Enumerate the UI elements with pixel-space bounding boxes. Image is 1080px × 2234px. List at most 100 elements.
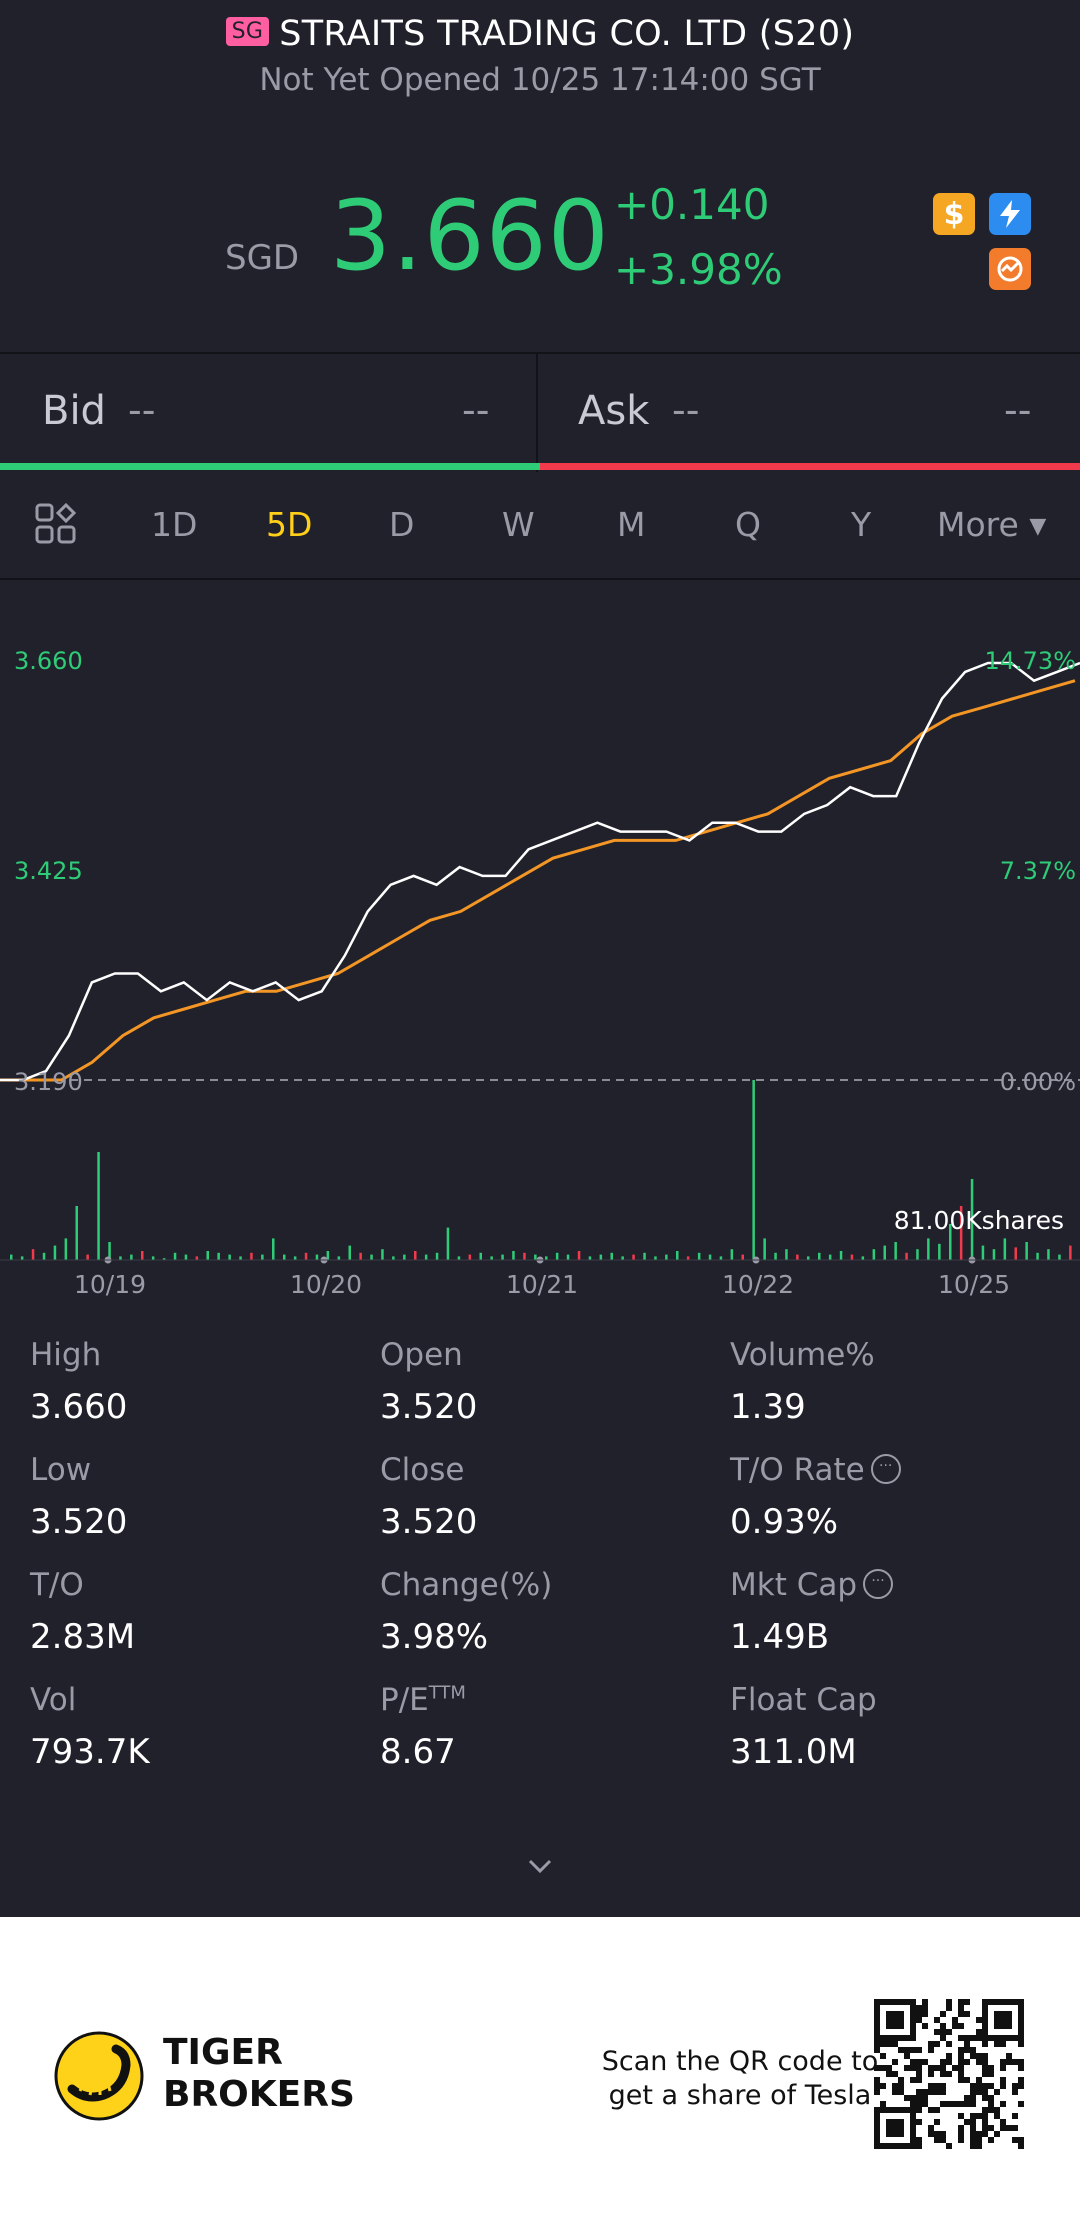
volume-bar — [730, 1249, 734, 1260]
volume-bar — [1047, 1249, 1050, 1260]
stat-label-low: Low — [30, 1452, 92, 1488]
dollar-icon[interactable]: $ — [933, 193, 975, 235]
volume-bar — [20, 1256, 24, 1260]
volume-bar — [741, 1254, 744, 1260]
volume-bar — [293, 1256, 297, 1260]
last-price: 3.660 — [330, 180, 610, 292]
bid-volume-bar — [0, 463, 540, 470]
volume-bar — [894, 1242, 897, 1260]
volume-bar — [173, 1252, 177, 1260]
info-icon[interactable]: ··· — [870, 1453, 901, 1484]
volume-bar — [785, 1249, 788, 1260]
volume-bar — [86, 1254, 89, 1260]
volume-bar — [1003, 1238, 1007, 1260]
volume-bar — [763, 1238, 766, 1260]
volume-bar — [381, 1249, 384, 1260]
stat-value-float-cap: 311.0M — [730, 1732, 857, 1772]
x-axis-label: 10/21 — [506, 1270, 579, 1299]
tab-day[interactable]: D — [389, 505, 415, 544]
stat-label-turnover-rate-text: T/O Rate — [730, 1452, 865, 1488]
volume-bar — [468, 1254, 472, 1260]
average-price-line — [0, 679, 1076, 1082]
volume-bar — [916, 1249, 919, 1260]
tab-more[interactable]: More ▼ — [937, 505, 1046, 544]
volume-bar — [686, 1256, 690, 1260]
volume-bar — [326, 1251, 330, 1260]
share-footer: TIGER BROKERS Scan the QR code to get a … — [0, 1917, 1080, 2234]
layout-grid-icon[interactable] — [34, 502, 78, 550]
intraday-chart[interactable]: 3.660 3.425 3.190 14.73% 7.37% 0.00% 81.… — [0, 580, 1080, 1310]
volume-bar — [64, 1238, 68, 1260]
volume-bar — [42, 1252, 46, 1260]
stat-value-open: 3.520 — [380, 1387, 478, 1427]
volume-bar — [315, 1254, 319, 1260]
volume-bar — [97, 1152, 100, 1260]
volume-bar — [392, 1256, 395, 1260]
y-axis-label-low: 3.190 — [14, 1068, 83, 1096]
bid-ask-divider — [536, 354, 538, 472]
stat-value-volume-pct: 1.39 — [730, 1387, 806, 1427]
market-badge: SG — [225, 16, 270, 46]
stat-value-high: 3.660 — [30, 1387, 128, 1427]
volume-bar — [621, 1256, 624, 1260]
currency-label: SGD — [225, 238, 300, 278]
volume-bar — [949, 1224, 952, 1260]
volume-bar — [512, 1251, 515, 1260]
volume-bar — [119, 1256, 122, 1260]
volume-bar — [1025, 1242, 1028, 1260]
volume-bar — [217, 1252, 220, 1260]
tab-week[interactable]: W — [502, 505, 535, 544]
tab-month[interactable]: M — [617, 505, 646, 544]
price-line — [0, 661, 1080, 1082]
volume-bar — [1069, 1245, 1072, 1260]
volume-bar — [403, 1254, 406, 1260]
volume-bar — [588, 1256, 592, 1260]
y-axis-label-mid: 3.425 — [14, 857, 83, 885]
scan-line-2: get a share of Tesla — [608, 2080, 872, 2111]
volume-bar — [348, 1245, 351, 1260]
volume-bar — [610, 1252, 613, 1260]
y-axis-pct-high: 14.73% — [984, 647, 1076, 675]
tab-year[interactable]: Y — [851, 505, 872, 544]
period-tabs: 1D 5D D W M Q Y More ▼ — [0, 470, 1080, 580]
bid-size: -- — [462, 388, 490, 432]
volume-bar — [250, 1252, 253, 1260]
volume-bar — [676, 1251, 679, 1260]
volume-bar — [424, 1254, 428, 1260]
x-axis-label: 10/19 — [74, 1270, 147, 1299]
volume-bar — [697, 1252, 701, 1260]
volume-bar — [141, 1251, 144, 1260]
tab-1d[interactable]: 1D — [151, 505, 198, 544]
stat-value-pe: 8.67 — [380, 1732, 456, 1772]
flash-icon[interactable] — [989, 193, 1031, 235]
volume-bar — [752, 1080, 755, 1260]
qr-code-icon — [874, 1999, 1024, 2149]
volume-bar — [261, 1254, 264, 1260]
volume-bar — [490, 1256, 493, 1260]
indicator-icon[interactable] — [989, 248, 1031, 290]
brand-line-2: BROKERS — [163, 2074, 355, 2115]
stat-label-pe-text: P/E — [380, 1682, 429, 1718]
tab-5d[interactable]: 5D — [266, 505, 313, 544]
volume-bar — [555, 1252, 559, 1260]
volume-bar — [970, 1179, 974, 1260]
volume-bar — [774, 1252, 777, 1260]
stat-label-pe: P/ETTM — [380, 1682, 466, 1718]
info-icon[interactable]: ··· — [863, 1568, 894, 1599]
expand-chevron-icon[interactable] — [526, 1852, 554, 1880]
stock-title-row: SG STRAITS TRADING CO. LTD (S20) — [0, 14, 1080, 54]
tab-quarter[interactable]: Q — [735, 505, 761, 544]
bid-label: Bid — [42, 388, 106, 434]
stat-value-low: 3.520 — [30, 1502, 128, 1542]
volume-bar — [828, 1254, 832, 1260]
volume-bar — [905, 1252, 908, 1260]
volume-bar — [435, 1252, 439, 1260]
volume-bar — [337, 1256, 341, 1260]
tiger-logo-icon — [54, 2031, 144, 2121]
volume-bar — [501, 1254, 504, 1260]
volume-bar — [959, 1206, 963, 1260]
stock-title: STRAITS TRADING CO. LTD (S20) — [279, 14, 855, 54]
volume-bar — [643, 1252, 646, 1260]
volume-bar — [195, 1256, 199, 1260]
volume-bar — [457, 1256, 461, 1260]
